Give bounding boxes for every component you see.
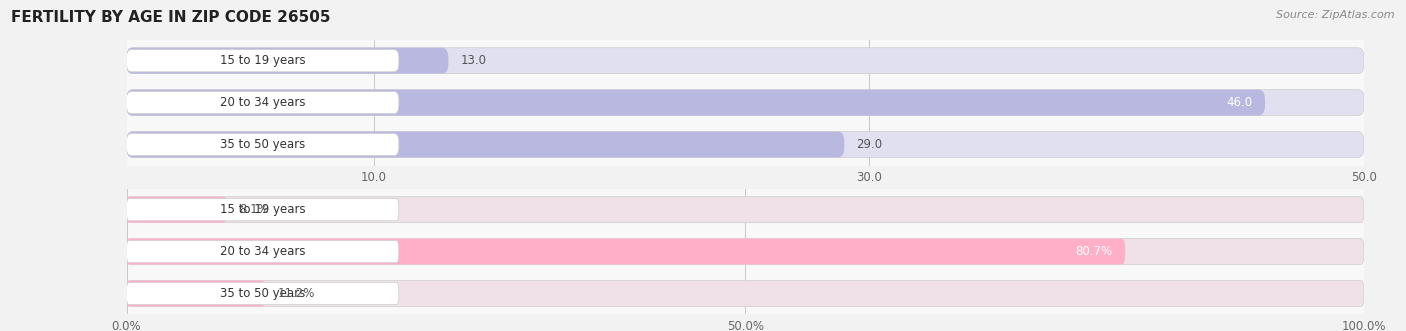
FancyBboxPatch shape xyxy=(127,90,1364,116)
FancyBboxPatch shape xyxy=(127,90,1265,116)
Text: 15 to 19 years: 15 to 19 years xyxy=(219,203,305,216)
FancyBboxPatch shape xyxy=(127,281,1364,307)
Text: 46.0: 46.0 xyxy=(1226,96,1253,109)
Text: 20 to 34 years: 20 to 34 years xyxy=(219,96,305,109)
FancyBboxPatch shape xyxy=(127,50,399,72)
FancyBboxPatch shape xyxy=(127,239,1364,264)
FancyBboxPatch shape xyxy=(127,281,266,307)
Text: 20 to 34 years: 20 to 34 years xyxy=(219,245,305,258)
FancyBboxPatch shape xyxy=(127,199,399,221)
Text: 11.2%: 11.2% xyxy=(277,287,315,300)
Text: 15 to 19 years: 15 to 19 years xyxy=(219,54,305,67)
Text: 8.1%: 8.1% xyxy=(239,203,269,216)
FancyBboxPatch shape xyxy=(127,133,399,156)
FancyBboxPatch shape xyxy=(127,91,399,114)
FancyBboxPatch shape xyxy=(127,240,399,263)
Text: Source: ZipAtlas.com: Source: ZipAtlas.com xyxy=(1277,10,1395,20)
Text: 13.0: 13.0 xyxy=(461,54,486,67)
FancyBboxPatch shape xyxy=(127,282,399,305)
FancyBboxPatch shape xyxy=(127,132,1364,158)
FancyBboxPatch shape xyxy=(127,197,1364,222)
Text: 29.0: 29.0 xyxy=(856,138,883,151)
FancyBboxPatch shape xyxy=(127,48,449,73)
FancyBboxPatch shape xyxy=(127,48,1364,73)
FancyBboxPatch shape xyxy=(127,239,1125,264)
Text: FERTILITY BY AGE IN ZIP CODE 26505: FERTILITY BY AGE IN ZIP CODE 26505 xyxy=(11,10,330,25)
Text: 35 to 50 years: 35 to 50 years xyxy=(219,138,305,151)
Text: 80.7%: 80.7% xyxy=(1076,245,1112,258)
FancyBboxPatch shape xyxy=(127,132,845,158)
Text: 35 to 50 years: 35 to 50 years xyxy=(219,287,305,300)
FancyBboxPatch shape xyxy=(127,197,226,222)
